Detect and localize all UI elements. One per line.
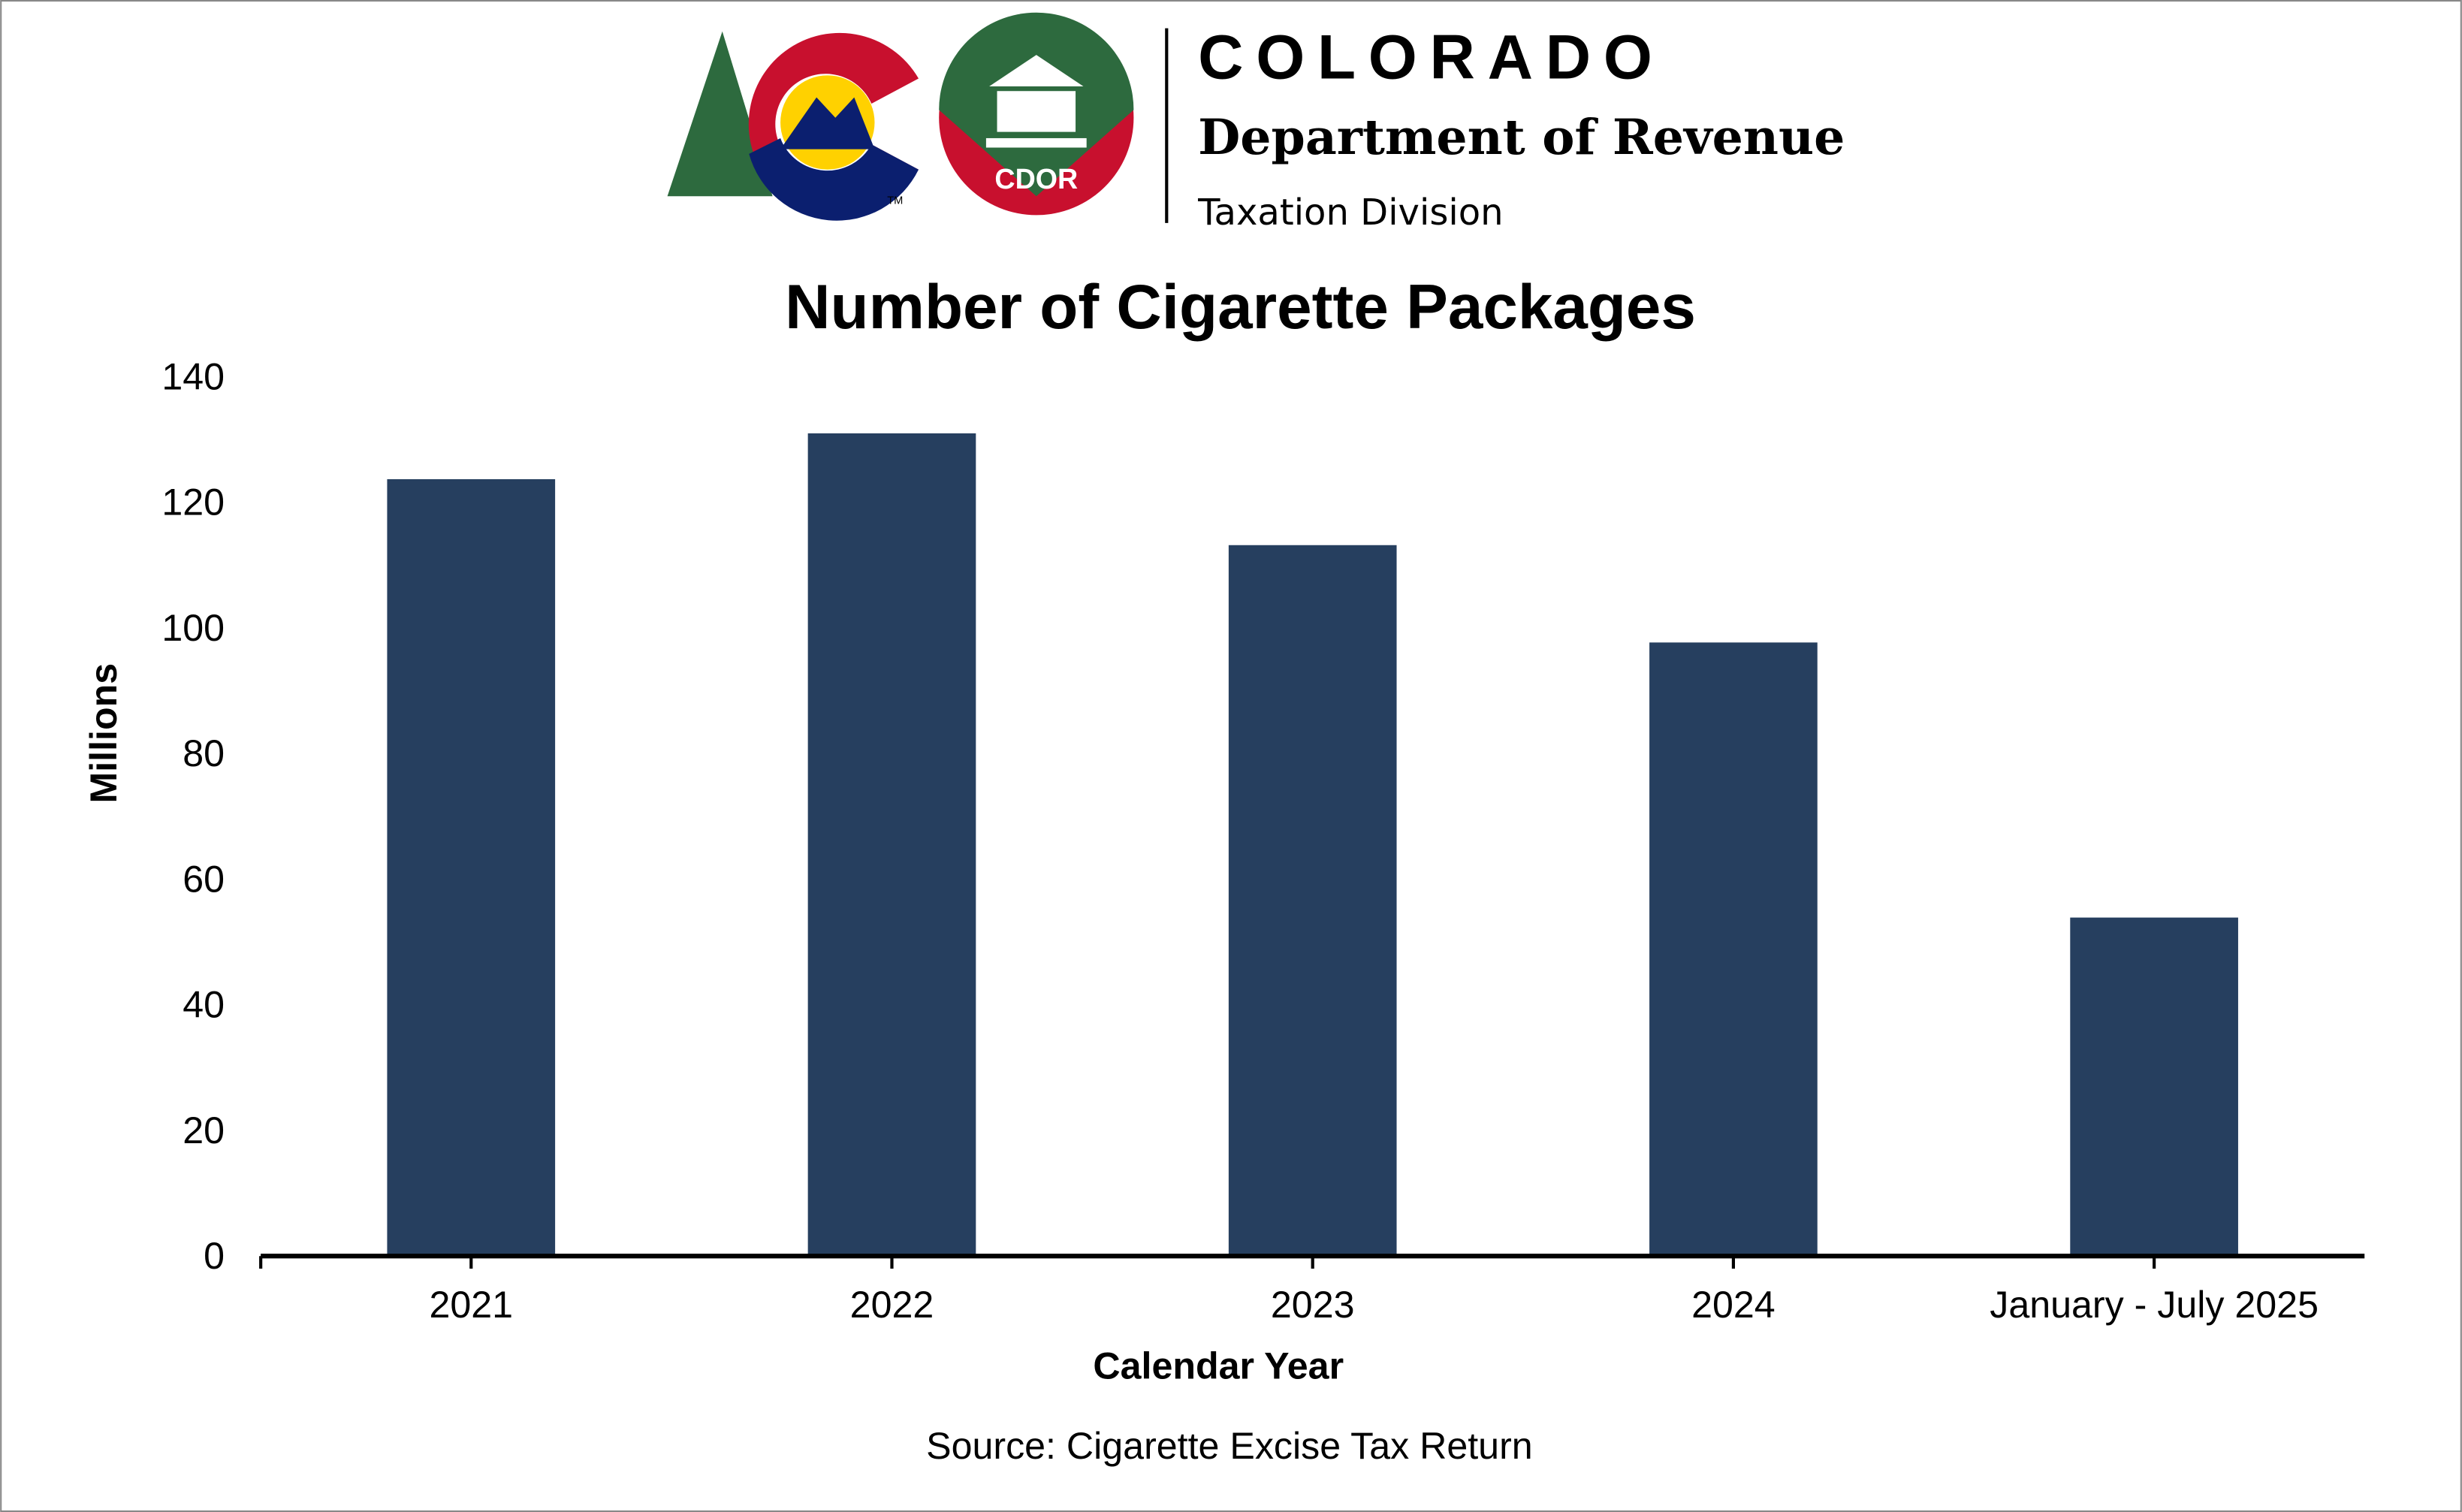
x-tick-label: January - July 2025 [1990, 1284, 2319, 1326]
bar-2021 [387, 478, 556, 1257]
x-tick-label: 2021 [429, 1284, 513, 1326]
x-tick-label: 2023 [1271, 1284, 1355, 1326]
colorado-logo: TM [667, 31, 919, 221]
steps [985, 137, 1087, 148]
logo-text: COLORADO [1198, 22, 1664, 92]
source-note: Source: Cigarette Excise Tax Return [926, 1425, 1533, 1467]
y-tick-label: 120 [161, 481, 225, 524]
bar-2022 [807, 433, 976, 1257]
y-tick-label: 0 [204, 1235, 225, 1277]
x-tick-label: 2022 [850, 1284, 934, 1326]
tree-icon [667, 31, 773, 197]
bars [387, 433, 2238, 1257]
y-tick-label: 20 [183, 1109, 225, 1151]
y-tick-label: 80 [183, 732, 225, 774]
y-ticks: 0 20 40 60 80 100 120 140 [161, 355, 225, 1277]
columns [997, 91, 1076, 132]
mountain-icon [780, 97, 875, 149]
x-axis-label: Calendar Year [1093, 1345, 1344, 1387]
cdor-seal: CDOR [939, 12, 1134, 216]
y-tick-label: 60 [183, 858, 225, 900]
bar-2023 [1228, 545, 1397, 1257]
y-tick-label: 100 [161, 607, 225, 649]
y-tick-label: 140 [161, 355, 225, 397]
building-icon [989, 55, 1084, 86]
x-tick-label: 2024 [1691, 1284, 1776, 1326]
c-logo-lower-icon [749, 137, 919, 221]
chart-title: Number of Cigarette Packages [785, 271, 1696, 342]
y-tick-label: 40 [183, 984, 225, 1026]
seal-text: CDOR [994, 163, 1078, 195]
division-name: Taxation Division [1197, 192, 1504, 234]
department-name: Department of Revenue [1198, 109, 1845, 166]
trademark: TM [887, 195, 903, 207]
bar-2024 [1649, 642, 1818, 1257]
y-axis-label: Millions [83, 663, 125, 804]
x-ticks: 2021 2022 2023 2024 January - July 2025 [259, 1256, 2319, 1326]
bar-january-july-2025 [2070, 917, 2238, 1257]
